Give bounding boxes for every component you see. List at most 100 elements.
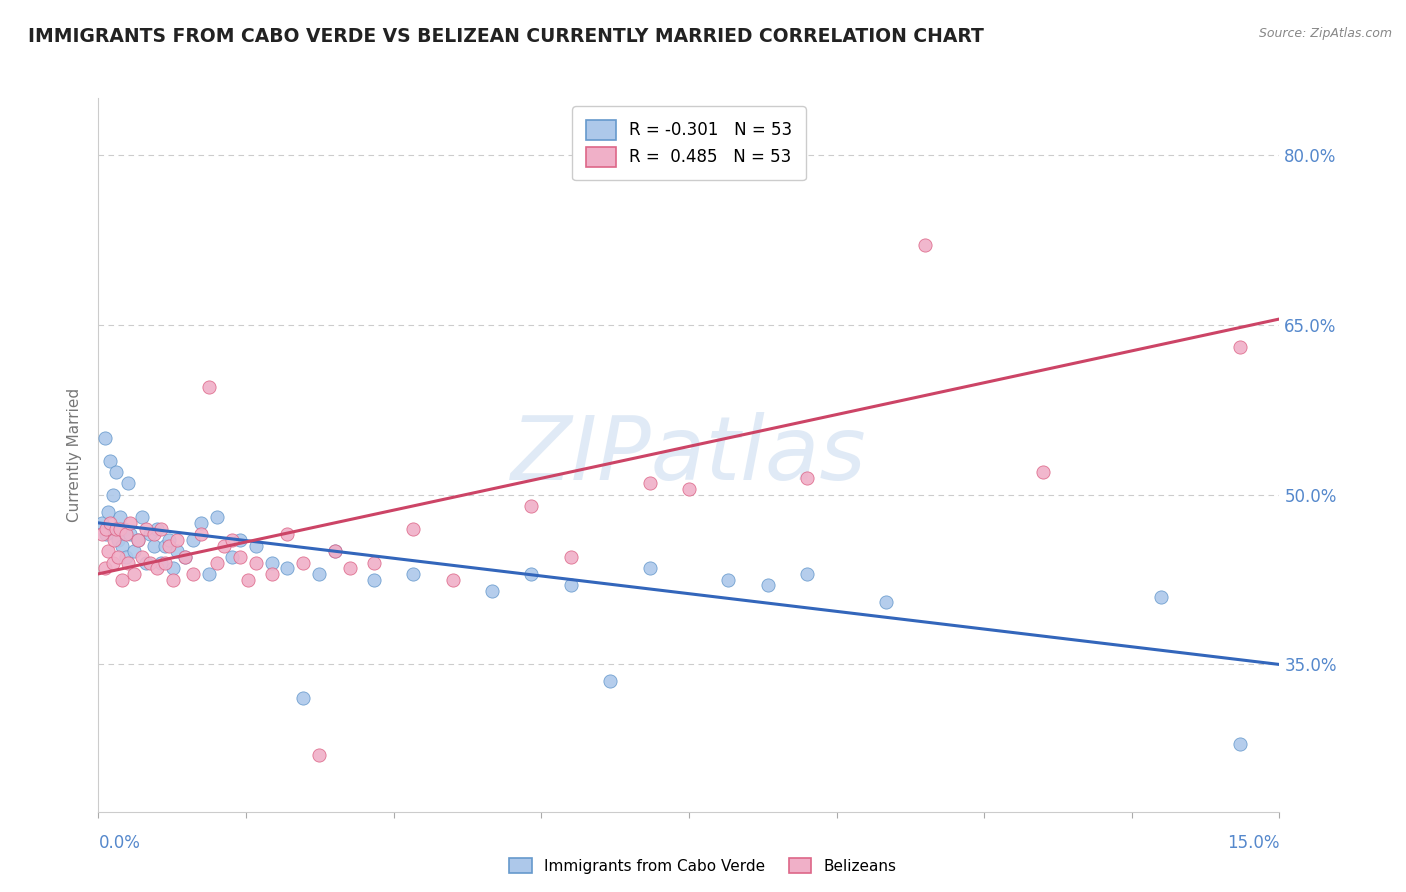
Point: [560, 549, 582, 564]
Text: Source: ZipAtlas.com: Source: ZipAtlas.com: [1258, 27, 1392, 40]
Text: 15.0%: 15.0%: [1227, 834, 1279, 852]
Point: [150, 522, 173, 536]
Point: [197, 566, 219, 581]
Point: [276, 527, 298, 541]
Legend: Immigrants from Cabo Verde, Belizeans: Immigrants from Cabo Verde, Belizeans: [503, 852, 903, 880]
Point: [115, 527, 138, 541]
Point: [97, 544, 120, 558]
Point: [292, 691, 315, 706]
Point: [323, 544, 346, 558]
Point: [110, 510, 132, 524]
Point: [914, 238, 936, 252]
Point: [875, 595, 897, 609]
Point: [717, 573, 740, 587]
Point: [363, 573, 385, 587]
Point: [127, 533, 149, 547]
Point: [402, 522, 425, 536]
Point: [166, 544, 188, 558]
Point: [93, 561, 115, 575]
Point: [245, 539, 267, 553]
Point: [97, 504, 120, 518]
Point: [560, 578, 582, 592]
Point: [245, 556, 267, 570]
Text: ZIPatlas: ZIPatlas: [512, 412, 866, 498]
Point: [101, 487, 124, 501]
Point: [115, 549, 138, 564]
Text: IMMIGRANTS FROM CABO VERDE VS BELIZEAN CURRENTLY MARRIED CORRELATION CHART: IMMIGRANTS FROM CABO VERDE VS BELIZEAN C…: [28, 27, 984, 45]
Point: [339, 561, 361, 575]
Point: [118, 516, 141, 530]
Point: [190, 516, 212, 530]
Point: [678, 482, 700, 496]
Point: [138, 527, 160, 541]
Point: [174, 549, 197, 564]
Point: [117, 476, 139, 491]
Point: [104, 465, 127, 479]
Point: [229, 549, 252, 564]
Point: [93, 431, 115, 445]
Point: [135, 522, 157, 536]
Point: [146, 522, 169, 536]
Point: [197, 380, 219, 394]
Point: [174, 549, 197, 564]
Point: [221, 533, 243, 547]
Point: [520, 499, 543, 513]
Point: [117, 556, 139, 570]
Point: [103, 522, 125, 536]
Point: [638, 476, 661, 491]
Point: [142, 527, 165, 541]
Point: [166, 533, 188, 547]
Point: [796, 566, 818, 581]
Legend: R = -0.301   N = 53, R =  0.485   N = 53: R = -0.301 N = 53, R = 0.485 N = 53: [572, 106, 806, 180]
Point: [323, 544, 346, 558]
Point: [190, 527, 212, 541]
Point: [142, 539, 165, 553]
Point: [441, 573, 464, 587]
Point: [135, 556, 157, 570]
Point: [131, 510, 153, 524]
Point: [638, 561, 661, 575]
Point: [520, 566, 543, 581]
Point: [111, 539, 134, 553]
Point: [118, 527, 141, 541]
Point: [1229, 340, 1251, 354]
Point: [599, 674, 621, 689]
Point: [260, 566, 283, 581]
Point: [402, 566, 425, 581]
Point: [131, 549, 153, 564]
Point: [104, 522, 127, 536]
Point: [1032, 465, 1054, 479]
Point: [276, 561, 298, 575]
Point: [112, 522, 135, 536]
Point: [98, 516, 121, 530]
Point: [260, 556, 283, 570]
Point: [91, 516, 114, 530]
Point: [181, 566, 204, 581]
Point: [181, 533, 204, 547]
Point: [122, 544, 145, 558]
Point: [1150, 590, 1173, 604]
Point: [1229, 737, 1251, 751]
Point: [308, 748, 330, 763]
Point: [107, 549, 129, 564]
Point: [155, 539, 177, 553]
Point: [205, 510, 228, 524]
Point: [155, 556, 177, 570]
Point: [756, 578, 779, 592]
Point: [110, 522, 132, 536]
Point: [111, 573, 134, 587]
Point: [122, 566, 145, 581]
Point: [796, 470, 818, 484]
Point: [91, 527, 114, 541]
Point: [214, 539, 236, 553]
Point: [229, 533, 252, 547]
Point: [127, 533, 149, 547]
Point: [98, 453, 121, 467]
Point: [162, 561, 184, 575]
Point: [157, 533, 180, 547]
Point: [96, 527, 118, 541]
Y-axis label: Currently Married: Currently Married: [67, 388, 83, 522]
Point: [96, 522, 118, 536]
Point: [138, 556, 160, 570]
Point: [363, 556, 385, 570]
